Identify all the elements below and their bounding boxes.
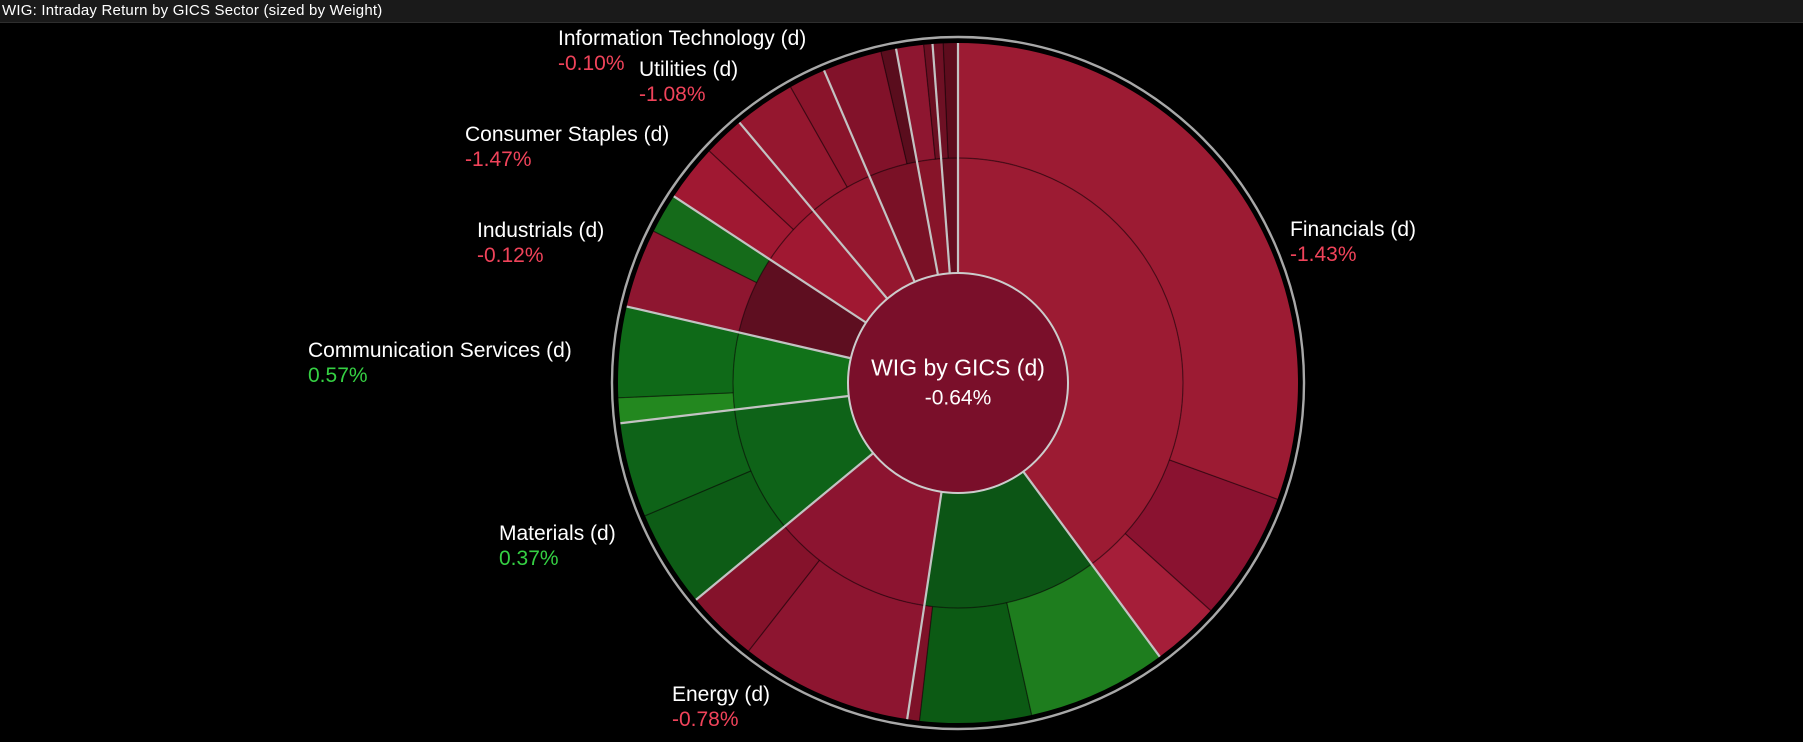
sector-label-name: Communication Services (d) [308, 339, 572, 362]
industry-boundary-line [790, 86, 848, 188]
sector-wedge-utilities[interactable] [813, 176, 915, 299]
sector-boundary-line [695, 452, 874, 601]
industry-wedge-materials-0[interactable] [645, 470, 785, 600]
industry-wedge-energy-1[interactable] [696, 526, 820, 651]
sector-boundary-line [823, 70, 916, 283]
sector-label-name: Energy (d) [672, 683, 771, 706]
center-index-name: WIG by GICS (d) [871, 354, 1045, 381]
sector-boundary-line [906, 491, 943, 720]
industry-wedge-energy-0[interactable] [748, 560, 925, 720]
sector-wedge-information-technology[interactable] [869, 161, 938, 282]
industry-wedge-industrials-1[interactable] [653, 196, 770, 283]
sector-label-return: -0.78% [672, 708, 739, 731]
sector-label-return: -0.10% [558, 52, 625, 75]
industry-wedge-financials-2[interactable] [1091, 533, 1211, 657]
industry-wedge-financials-0[interactable] [958, 43, 1298, 500]
industry-boundary-line [923, 44, 936, 160]
sector-label-name: Industrials (d) [477, 219, 605, 242]
industry-boundary-line [748, 559, 820, 652]
sector-wedge-materials[interactable] [734, 396, 874, 527]
center-index-return: -0.64% [924, 386, 992, 410]
industry-wedge-financials-1[interactable] [1125, 459, 1278, 611]
industry-wedge-industrials-0[interactable] [626, 231, 757, 333]
industry-wedge-communication-services-1[interactable] [618, 306, 739, 398]
sector-wedge-financials[interactable] [958, 158, 1184, 565]
sector-label-industrials: Industrials (d) -0.12% [477, 218, 604, 268]
industry-wedge-unlabeled-1[interactable] [923, 43, 942, 160]
sector-label-communication-services: Communication Services (d) 0.57% [308, 338, 572, 388]
industry-boundary-line [918, 606, 934, 721]
sector-label-financials: Financials (d) -1.43% [1290, 217, 1416, 267]
industry-wedge-unlabeled-0[interactable] [896, 44, 936, 162]
industry-wedge-communication-services-0[interactable] [618, 392, 735, 424]
industry-boundary-line [1169, 459, 1278, 500]
sector-label-name: Financials (d) [1290, 218, 1417, 241]
industry-boundary-line [1006, 602, 1033, 716]
chart-center-label: WIG by GICS (d) -0.64% [871, 354, 1045, 413]
sector-boundary-line [673, 195, 867, 324]
sector-label-name: Information Technology (d) [558, 27, 807, 50]
industry-wedge-information-technology-0[interactable] [824, 51, 908, 177]
sector-label-return: -1.43% [1290, 243, 1357, 266]
sector-label-consumer-staples: Consumer Staples (d) -1.47% [465, 122, 669, 172]
industry-boundary-line [1124, 533, 1212, 611]
sector-label-return: -0.12% [477, 244, 544, 267]
sector-boundary-line [931, 43, 951, 274]
sector-wedge-energy[interactable] [784, 453, 942, 606]
sector-wedge-consumer-staples[interactable] [769, 210, 888, 323]
industry-wedge-unlabeled-0[interactable] [1006, 564, 1160, 715]
industry-boundary-line [942, 43, 949, 159]
industry-boundary-line [880, 51, 908, 164]
sector-label-return: 0.37% [499, 547, 559, 570]
industry-wedge-unlabeled-1[interactable] [943, 43, 958, 159]
outer-rim-circle [610, 35, 1306, 731]
industry-boundary-line [653, 230, 757, 284]
sector-label-name: Consumer Staples (d) [465, 123, 670, 146]
sector-boundary-line [894, 48, 940, 276]
industry-wedge-consumer-staples-0[interactable] [673, 151, 794, 260]
sector-label-energy: Energy (d) -0.78% [672, 682, 770, 732]
sector-label-name: Utilities (d) [639, 58, 739, 81]
sector-label-return: -1.47% [465, 148, 532, 171]
sector-boundary-line [738, 121, 889, 300]
window-title: WIG: Intraday Return by GICS Sector (siz… [2, 2, 383, 19]
industry-wedge-unlabeled-2[interactable] [907, 605, 933, 721]
sector-label-utilities: Utilities (d) -1.08% [639, 57, 738, 107]
sector-label-return: -1.08% [639, 83, 706, 106]
sector-label-materials: Materials (d) 0.37% [499, 521, 616, 571]
industry-boundary-line [618, 392, 734, 399]
sector-boundary-line [626, 305, 852, 360]
sector-label-return: 0.57% [308, 364, 368, 387]
industry-wedge-utilities-1[interactable] [790, 70, 870, 188]
industry-wedge-utilities-0[interactable] [739, 87, 848, 211]
sector-label-name: Materials (d) [499, 522, 616, 545]
center-circle[interactable] [847, 272, 1069, 494]
industry-wedge-unlabeled-1[interactable] [919, 602, 1032, 723]
sector-boundary-line [620, 394, 849, 425]
sector-wedge-unlabeled[interactable] [916, 158, 950, 275]
sector-wedge-industrials[interactable] [738, 259, 867, 359]
sector-label-information-technology: Information Technology (d) -0.10% [558, 26, 806, 76]
sector-boundary-line [1022, 470, 1161, 658]
industry-boundary-line [644, 470, 752, 517]
window-title-bar: WIG: Intraday Return by GICS Sector (siz… [0, 0, 1803, 23]
industry-wedge-consumer-staples-1[interactable] [709, 122, 814, 230]
sector-wedge-unlabeled[interactable] [941, 158, 958, 274]
industry-boundary-line [708, 150, 794, 230]
industry-wedge-materials-1[interactable] [620, 409, 751, 516]
sector-wedge-unlabeled[interactable] [924, 471, 1092, 608]
industry-wedge-information-technology-1[interactable] [880, 48, 917, 164]
